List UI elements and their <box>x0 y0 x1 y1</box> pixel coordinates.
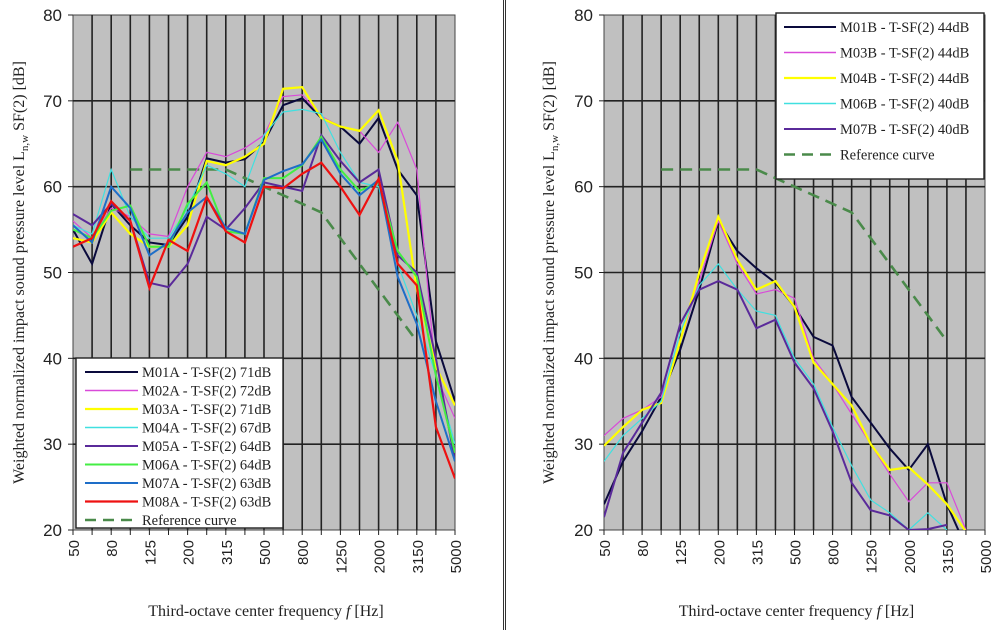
legend-label: M07B - T-SF(2) 40dB <box>840 122 969 138</box>
chart-left: 20 30 40 50 60 70 80 50 80 125 200 315 500 800 1250 200… <box>11 6 465 620</box>
legend-label: M04B - T-SF(2) 44dB <box>840 71 969 87</box>
y-tick-label: 20 <box>574 521 593 540</box>
chart-right: 20 30 40 50 60 70 80 50 80 125 200 315 500 800 1250 200… <box>541 6 995 620</box>
x-tick-label: 80 <box>635 540 652 557</box>
y-tick-label: 30 <box>43 435 62 454</box>
legend-label: M03B - T-SF(2) 44dB <box>840 46 969 62</box>
panel-divider <box>503 0 506 630</box>
legend-label: M05A - T-SF(2) 64dB <box>142 439 271 455</box>
y-axis-label: Weighted normalized impact sound pressur… <box>541 61 561 484</box>
x-tick-label: 315 <box>219 540 236 565</box>
x-tick-label: 800 <box>826 540 843 565</box>
x-tick-label: 315 <box>749 540 766 565</box>
x-tick-label: 50 <box>597 540 614 557</box>
y-tick-label: 60 <box>574 178 593 197</box>
x-tick-label: 125 <box>673 540 690 565</box>
legend-label: Reference curve <box>840 148 935 164</box>
x-tick-label: 125 <box>142 540 159 565</box>
x-tick-label: 5000 <box>448 540 465 573</box>
legend-label: M08A - T-SF(2) 63dB <box>142 495 271 511</box>
x-tick-label: 500 <box>788 540 805 565</box>
y-tick-label: 40 <box>43 349 62 368</box>
legend: M01A - T-SF(2) 71dB M02A - T-SF(2) 72dB M0… <box>76 358 283 529</box>
legend-label: Reference curve <box>142 513 237 529</box>
legend-label: M06A - T-SF(2) 64dB <box>142 458 271 474</box>
legend-label: M06B - T-SF(2) 40dB <box>840 97 969 113</box>
y-tick-label: 70 <box>43 92 62 111</box>
x-tick-label: 50 <box>66 540 83 557</box>
y-tick-label: 80 <box>43 6 62 25</box>
x-tick-label: 800 <box>295 540 312 565</box>
y-tick-label: 60 <box>43 178 62 197</box>
legend-label: M04A - T-SF(2) 67dB <box>142 421 271 437</box>
legend-label: M07A - T-SF(2) 63dB <box>142 476 271 492</box>
y-tick-label: 40 <box>574 349 593 368</box>
x-tick-label: 2000 <box>372 540 389 573</box>
x-tick-label: 1250 <box>333 540 350 573</box>
legend-label: M01B - T-SF(2) 44dB <box>840 20 969 36</box>
legend-label: M03A - T-SF(2) 71dB <box>142 402 271 418</box>
y-tick-label: 80 <box>574 6 593 25</box>
x-tick-label: 2000 <box>902 540 919 573</box>
x-tick-label: 200 <box>181 540 198 565</box>
legend: M01B - T-SF(2) 44dB M03B - T-SF(2) 44dB M0… <box>776 13 984 179</box>
y-tick-label: 50 <box>43 264 62 283</box>
y-tick-label: 50 <box>574 264 593 283</box>
x-tick-label: 1250 <box>864 540 881 573</box>
legend-label: M02A - T-SF(2) 72dB <box>142 384 271 400</box>
legend-label: M01A - T-SF(2) 71dB <box>142 365 271 381</box>
x-tick-label: 3150 <box>940 540 957 573</box>
y-tick-label: 20 <box>43 521 62 540</box>
x-tick-label: 80 <box>104 540 121 557</box>
y-tick-label: 70 <box>574 92 593 111</box>
x-tick-label: 3150 <box>410 540 427 573</box>
x-tick-label: 500 <box>257 540 274 565</box>
x-tick-label: 5000 <box>978 540 995 573</box>
x-axis-label: Third-octave center frequency f [Hz] <box>148 603 383 620</box>
y-axis-label: Weighted normalized impact sound pressur… <box>11 61 31 484</box>
y-tick-label: 30 <box>574 435 593 454</box>
x-axis-label: Third-octave center frequency f [Hz] <box>679 603 914 620</box>
x-tick-label: 200 <box>711 540 728 565</box>
